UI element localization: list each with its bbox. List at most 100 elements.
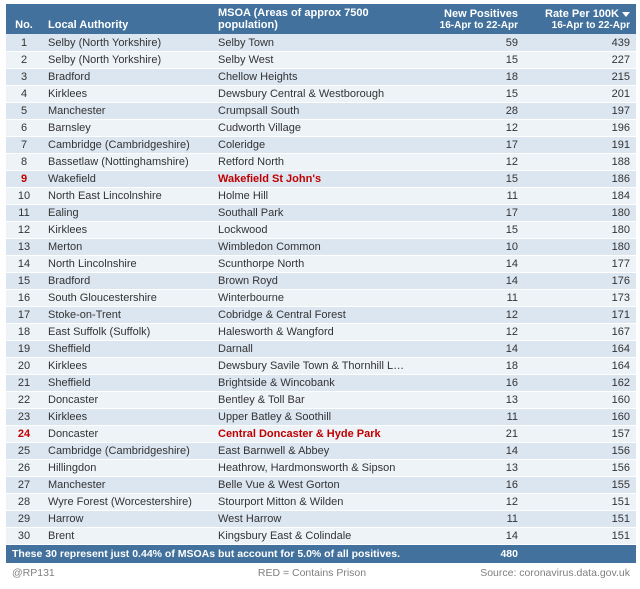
cell-rate: 201 (524, 86, 636, 103)
cell-msoa: Holme Hill (212, 188, 412, 205)
table-row: 23KirkleesUpper Batley & Soothill11160 (6, 409, 636, 426)
cell-msoa: Central Doncaster & Hyde Park (212, 426, 412, 443)
cell-rate: 167 (524, 324, 636, 341)
cell-no: 6 (6, 120, 42, 137)
cell-msoa: Halesworth & Wangford (212, 324, 412, 341)
table-row: 18East Suffolk (Suffolk)Halesworth & Wan… (6, 324, 636, 341)
cell-msoa: Darnall (212, 341, 412, 358)
cell-msoa: Kingsbury East & Colindale (212, 528, 412, 545)
cell-msoa: Retford North (212, 154, 412, 171)
cell-no: 29 (6, 511, 42, 528)
cell-no: 21 (6, 375, 42, 392)
cell-local-authority: Harrow (42, 511, 212, 528)
cell-rate: 180 (524, 205, 636, 222)
msoa-table: No. Local Authority MSOA (Areas of appro… (6, 4, 636, 583)
cell-local-authority: Manchester (42, 477, 212, 494)
summary-rate-blank (524, 545, 636, 564)
summary-text: These 30 represent just 0.44% of MSOAs b… (6, 545, 412, 564)
cell-new-positives: 14 (412, 528, 524, 545)
cell-local-authority: Bradford (42, 273, 212, 290)
cell-local-authority: Sheffield (42, 341, 212, 358)
table-row: 29HarrowWest Harrow11151 (6, 511, 636, 528)
table-row: 2Selby (North Yorkshire)Selby West15227 (6, 52, 636, 69)
col-new-positives[interactable]: New Positives 16-Apr to 22-Apr (412, 4, 524, 35)
table-row: 6BarnsleyCudworth Village12196 (6, 120, 636, 137)
cell-msoa: Wimbledon Common (212, 239, 412, 256)
cell-rate: 186 (524, 171, 636, 188)
table-row: 22DoncasterBentley & Toll Bar13160 (6, 392, 636, 409)
cell-no: 1 (6, 35, 42, 52)
cell-rate: 155 (524, 477, 636, 494)
cell-no: 14 (6, 256, 42, 273)
cell-local-authority: Selby (North Yorkshire) (42, 35, 212, 52)
cell-no: 25 (6, 443, 42, 460)
cell-msoa: Brightside & Wincobank (212, 375, 412, 392)
cell-rate: 151 (524, 528, 636, 545)
col-no[interactable]: No. (6, 4, 42, 35)
cell-rate: 227 (524, 52, 636, 69)
cell-new-positives: 10 (412, 239, 524, 256)
cell-rate: 176 (524, 273, 636, 290)
cell-local-authority: Bradford (42, 69, 212, 86)
cell-no: 7 (6, 137, 42, 154)
cell-no: 28 (6, 494, 42, 511)
cell-new-positives: 14 (412, 341, 524, 358)
table-row: 10North East LincolnshireHolme Hill11184 (6, 188, 636, 205)
table-row: 17Stoke-on-TrentCobridge & Central Fores… (6, 307, 636, 324)
cell-msoa: Lockwood (212, 222, 412, 239)
sort-desc-icon (622, 12, 630, 17)
cell-new-positives: 17 (412, 137, 524, 154)
cell-local-authority: Ealing (42, 205, 212, 222)
cell-rate: 191 (524, 137, 636, 154)
cell-new-positives: 11 (412, 511, 524, 528)
table-row: 27ManchesterBelle Vue & West Gorton16155 (6, 477, 636, 494)
cell-new-positives: 15 (412, 171, 524, 188)
cell-local-authority: Barnsley (42, 120, 212, 137)
cell-local-authority: North Lincolnshire (42, 256, 212, 273)
cell-msoa: Stourport Mitton & Wilden (212, 494, 412, 511)
cell-new-positives: 18 (412, 358, 524, 375)
table-row: 26HillingdonHeathrow, Hardmonsworth & Si… (6, 460, 636, 477)
cell-msoa: Southall Park (212, 205, 412, 222)
cell-rate: 162 (524, 375, 636, 392)
cell-rate: 156 (524, 460, 636, 477)
col-msoa[interactable]: MSOA (Areas of approx 7500 population) (212, 4, 412, 35)
cell-local-authority: Bassetlaw (Nottinghamshire) (42, 154, 212, 171)
cell-msoa: Upper Batley & Soothill (212, 409, 412, 426)
cell-local-authority: Hillingdon (42, 460, 212, 477)
table-row: 19SheffieldDarnall14164 (6, 341, 636, 358)
cell-no: 11 (6, 205, 42, 222)
cell-no: 3 (6, 69, 42, 86)
cell-local-authority: North East Lincolnshire (42, 188, 212, 205)
col-np-label: New Positives (444, 8, 518, 20)
cell-local-authority: East Suffolk (Suffolk) (42, 324, 212, 341)
cell-no: 16 (6, 290, 42, 307)
cell-no: 13 (6, 239, 42, 256)
cell-new-positives: 11 (412, 409, 524, 426)
table-row: 13MertonWimbledon Common10180 (6, 239, 636, 256)
cell-new-positives: 14 (412, 256, 524, 273)
cell-rate: 160 (524, 409, 636, 426)
cell-no: 15 (6, 273, 42, 290)
cell-no: 26 (6, 460, 42, 477)
table-row: 25Cambridge (Cambridgeshire)East Barnwel… (6, 443, 636, 460)
cell-local-authority: South Gloucestershire (42, 290, 212, 307)
cell-new-positives: 14 (412, 443, 524, 460)
cell-local-authority: Sheffield (42, 375, 212, 392)
cell-msoa: Winterbourne (212, 290, 412, 307)
cell-local-authority: Cambridge (Cambridgeshire) (42, 137, 212, 154)
cell-msoa: Scunthorpe North (212, 256, 412, 273)
cell-local-authority: Cambridge (Cambridgeshire) (42, 443, 212, 460)
cell-new-positives: 14 (412, 273, 524, 290)
attribution: @RP131 (6, 564, 212, 583)
cell-msoa: Selby West (212, 52, 412, 69)
cell-msoa: Belle Vue & West Gorton (212, 477, 412, 494)
cell-local-authority: Merton (42, 239, 212, 256)
col-la[interactable]: Local Authority (42, 4, 212, 35)
cell-rate: 171 (524, 307, 636, 324)
table-row: 3BradfordChellow Heights18215 (6, 69, 636, 86)
cell-msoa: Cobridge & Central Forest (212, 307, 412, 324)
col-rate[interactable]: Rate Per 100K 16-Apr to 22-Apr (524, 4, 636, 35)
cell-no: 30 (6, 528, 42, 545)
cell-rate: 173 (524, 290, 636, 307)
